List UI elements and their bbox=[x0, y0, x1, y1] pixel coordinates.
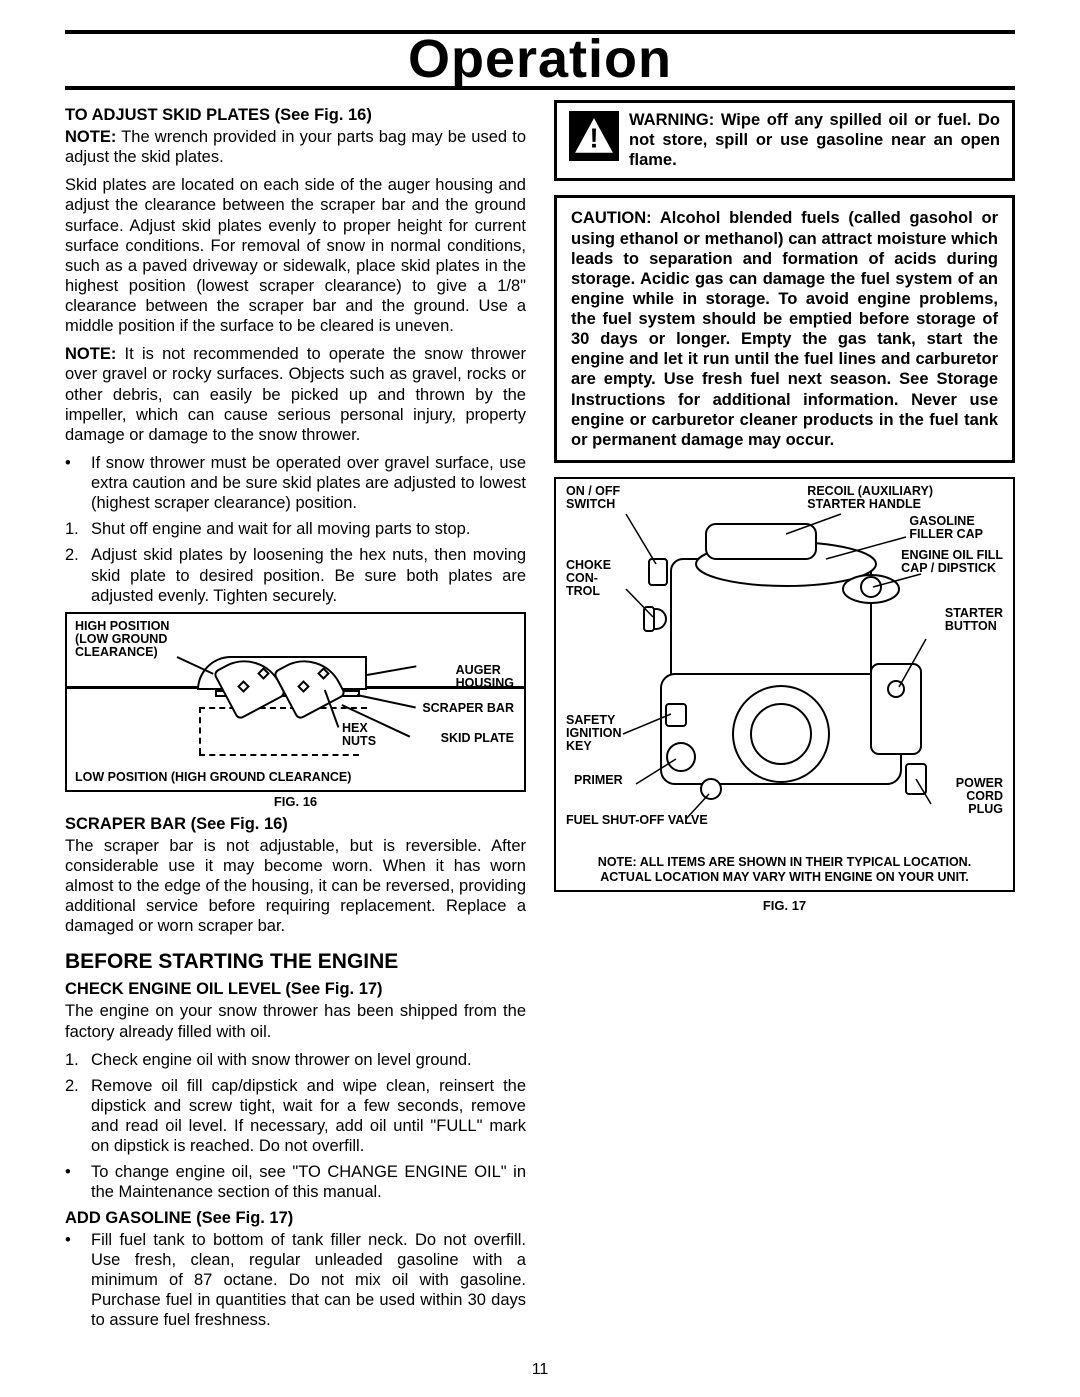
left-column: TO ADJUST SKID PLATES (See Fig. 16) NOTE… bbox=[65, 100, 526, 1336]
right-column: ! WARNING: Wipe off any spilled oil or f… bbox=[554, 100, 1015, 1336]
note-wrench: NOTE: The wrench provided in your parts … bbox=[65, 127, 526, 167]
fig16-highpos: HIGH POSITION (LOW GROUND CLEARANCE) bbox=[75, 620, 169, 659]
bullet: • bbox=[65, 1162, 71, 1182]
fig16-groundline-r bbox=[367, 686, 524, 689]
para-oil-shipped: The engine on your snow thrower has been… bbox=[65, 1001, 526, 1041]
num: 2. bbox=[65, 1076, 79, 1096]
heading-before-start: BEFORE STARTING THE ENGINE bbox=[65, 950, 526, 974]
list-item: 2.Adjust skid plates by loosening the he… bbox=[91, 545, 526, 605]
caution-box: CAUTION: Alcohol blended fuels (called g… bbox=[554, 195, 1015, 463]
list-item: 1.Check engine oil with snow thrower on … bbox=[91, 1050, 526, 1070]
numbered-list-1: 1. Shut off engine and wait for all movin… bbox=[65, 519, 526, 606]
bullet-list-1: • If snow thrower must be operated over g… bbox=[65, 453, 526, 513]
heading-check-oil: CHECK ENGINE OIL LEVEL (See Fig. 17) bbox=[65, 980, 526, 999]
svg-text:!: ! bbox=[589, 123, 598, 154]
fig16-dash-bottom bbox=[199, 754, 359, 756]
fig17-onoff: ON / OFF SWITCH bbox=[566, 485, 620, 511]
engine-svg bbox=[611, 509, 961, 829]
num: 1. bbox=[65, 519, 79, 539]
note-text: The wrench provided in your parts bag ma… bbox=[65, 128, 526, 166]
heading-skid-plates: TO ADJUST SKID PLATES (See Fig. 16) bbox=[65, 106, 526, 125]
fig17-recoil: RECOIL (AUXILIARY) STARTER HANDLE bbox=[807, 485, 933, 511]
warning-icon: ! bbox=[569, 111, 619, 161]
list-item: •To change engine oil, see "TO CHANGE EN… bbox=[91, 1162, 526, 1202]
heading-add-gas: ADD GASOLINE (See Fig. 17) bbox=[65, 1209, 526, 1228]
step-text: Shut off engine and wait for all moving … bbox=[91, 520, 470, 538]
bullet-text: If snow thrower must be operated over gr… bbox=[91, 454, 526, 512]
page-title: Operation bbox=[65, 28, 1015, 90]
fig16-skid: SKID PLATE bbox=[441, 732, 514, 745]
bullet-list-3: • Fill fuel tank to bottom of tank filler… bbox=[65, 1230, 526, 1331]
list-item: 2.Remove oil fill cap/dipstick and wipe … bbox=[91, 1076, 526, 1157]
fig17-choke: CHOKE CON- TROL bbox=[566, 559, 611, 598]
fig16-scraper: SCRAPER BAR bbox=[422, 702, 514, 715]
numbered-list-2: 1. Check engine oil with snow thrower on … bbox=[65, 1050, 526, 1157]
fig16-caption: FIG. 16 bbox=[65, 794, 526, 809]
fig17-caption: FIG. 17 bbox=[554, 898, 1015, 913]
fig16-lead-s bbox=[357, 694, 416, 708]
fig17-power: POWER CORD PLUG bbox=[956, 777, 1003, 816]
para-scraper: The scraper bar is not adjustable, but i… bbox=[65, 836, 526, 937]
note-label: NOTE: bbox=[65, 128, 116, 146]
list-item: •If snow thrower must be operated over g… bbox=[91, 453, 526, 513]
bullet: • bbox=[65, 1230, 71, 1250]
step-text: Adjust skid plates by loosening the hex … bbox=[91, 546, 526, 604]
figure-16: HIGH POSITION (LOW GROUND CLEARANCE) AUG… bbox=[65, 612, 526, 792]
note-gravel: NOTE: It is not recommended to operate t… bbox=[65, 344, 526, 445]
page-number: 11 bbox=[532, 1361, 549, 1379]
bullet-text: Fill fuel tank to bottom of tank filler … bbox=[91, 1231, 526, 1330]
fig16-low: LOW POSITION (HIGH GROUND CLEARANCE) bbox=[75, 771, 351, 784]
fig17-note: NOTE: ALL ITEMS ARE SHOWN IN THEIR TYPIC… bbox=[564, 855, 1005, 884]
step-text: Remove oil fill cap/dipstick and wipe cl… bbox=[91, 1077, 526, 1155]
heading-scraper-bar: SCRAPER BAR (See Fig. 16) bbox=[65, 815, 526, 834]
bullet: • bbox=[65, 453, 71, 473]
num: 1. bbox=[65, 1050, 79, 1070]
note-label-2: NOTE: bbox=[65, 345, 116, 363]
warning-box: ! WARNING: Wipe off any spilled oil or f… bbox=[554, 100, 1015, 181]
list-item: 1.Shut off engine and wait for all movin… bbox=[91, 519, 526, 539]
columns: TO ADJUST SKID PLATES (See Fig. 16) NOTE… bbox=[65, 100, 1015, 1336]
note-text-2: It is not recommended to operate the sno… bbox=[65, 345, 526, 444]
list-item: •Fill fuel tank to bottom of tank filler… bbox=[91, 1230, 526, 1331]
bullet-list-2: • To change engine oil, see "TO CHANGE EN… bbox=[65, 1162, 526, 1202]
warning-text: WARNING: Wipe off any spilled oil or fue… bbox=[629, 111, 1000, 170]
step-text: Check engine oil with snow thrower on le… bbox=[91, 1051, 472, 1069]
figure-17: ON / OFF SWITCH RECOIL (AUXILIARY) START… bbox=[554, 477, 1015, 892]
fig16-lead-a bbox=[367, 665, 417, 675]
bullet-text: To change engine oil, see "TO CHANGE ENG… bbox=[91, 1163, 526, 1201]
para-skid-location: Skid plates are located on each side of … bbox=[65, 175, 526, 336]
fig16-dash-side bbox=[199, 707, 367, 754]
num: 2. bbox=[65, 545, 79, 565]
